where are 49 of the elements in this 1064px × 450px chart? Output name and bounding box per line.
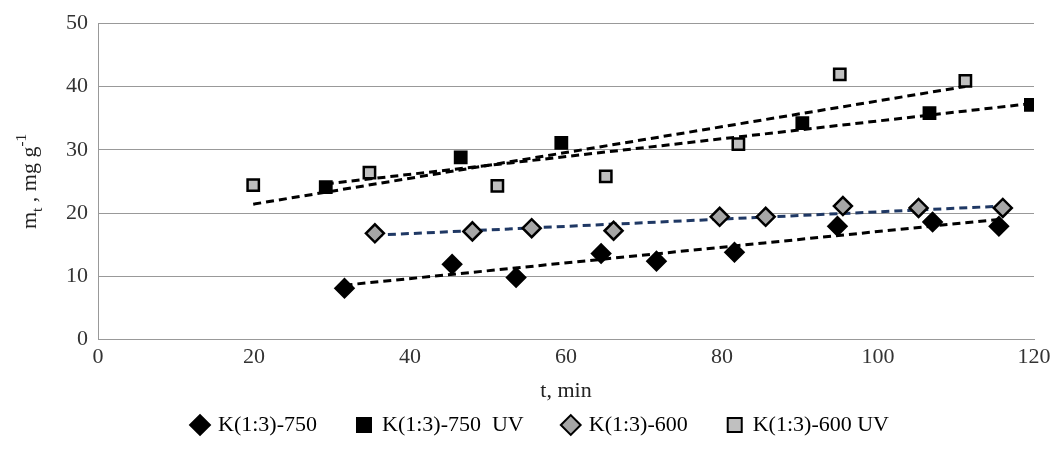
point [490,178,505,193]
x-tick-label: 20 [243,342,265,368]
x-tick-label: 0 [92,342,104,368]
x-tick-label: 100 [861,342,895,368]
point [731,137,746,151]
point [603,220,624,242]
y-axis-title: mt , mg g-1 [12,133,45,230]
point [832,195,854,217]
point [988,216,1010,237]
point [453,150,468,165]
point [908,197,929,219]
point [992,197,1014,219]
y-tick-label: 10 [66,262,88,288]
legend-label: K(1:3)-750 [218,410,317,436]
legend-label: K(1:3)-750 UV [382,410,524,436]
point [709,206,730,228]
point [362,165,377,180]
x-tick-label: 60 [555,342,577,368]
x-tick-label: 80 [711,342,733,368]
legend-label: K(1:3)-600 UV [752,410,890,436]
point [922,211,943,233]
point [246,178,261,193]
y-tick-label: 0 [77,325,88,351]
point [334,278,355,299]
x-tick-label: 120 [1017,342,1051,368]
y-tick-label: 40 [66,72,88,98]
point [755,206,776,228]
point [462,221,483,242]
point [554,135,569,150]
y-tick-label: 30 [66,135,88,161]
point [598,169,613,184]
point [958,73,973,88]
point [590,243,612,264]
point [505,267,527,288]
y-tick-label: 50 [66,8,88,34]
point [364,223,386,244]
point [441,254,463,275]
y-tick-label: 20 [66,198,88,224]
point [724,242,745,263]
point [795,116,810,131]
point [318,180,333,194]
point [832,67,847,82]
x-axis-title: t, min [540,377,592,403]
point [521,217,542,239]
point [922,106,937,120]
point [646,250,667,272]
point [827,216,848,237]
x-tick-label: 40 [399,342,421,368]
legend-label: K(1:3)-600 [588,410,688,436]
